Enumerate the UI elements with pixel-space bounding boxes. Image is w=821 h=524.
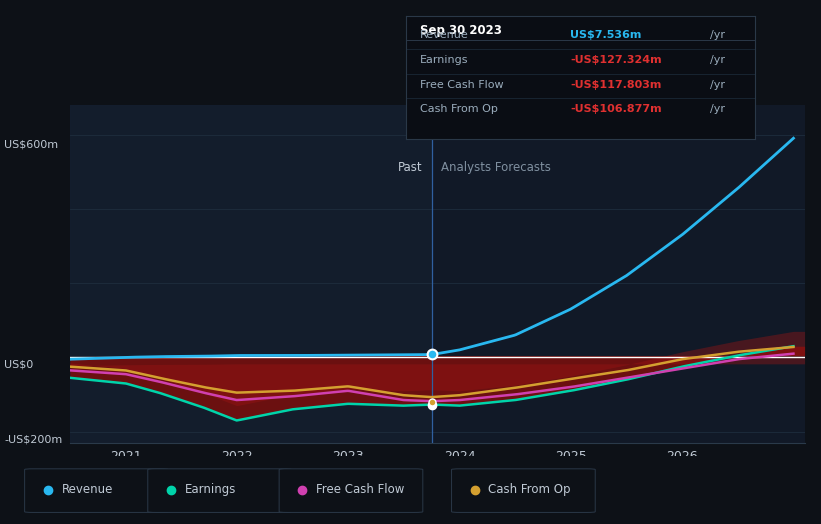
Text: -US$127.324m: -US$127.324m [571, 55, 662, 65]
Text: /yr: /yr [710, 30, 725, 40]
Text: /yr: /yr [710, 80, 725, 90]
Text: Revenue: Revenue [420, 30, 469, 40]
Text: -US$106.877m: -US$106.877m [571, 104, 662, 114]
FancyBboxPatch shape [452, 469, 595, 512]
Text: Sep 30 2023: Sep 30 2023 [420, 24, 502, 37]
FancyBboxPatch shape [279, 469, 423, 512]
Text: -US$200m: -US$200m [4, 434, 62, 444]
Text: Free Cash Flow: Free Cash Flow [316, 484, 405, 496]
FancyBboxPatch shape [25, 469, 168, 512]
Text: Cash From Op: Cash From Op [488, 484, 571, 496]
Text: /yr: /yr [710, 104, 725, 114]
Bar [70, 105, 432, 443]
Text: Cash From Op: Cash From Op [420, 104, 498, 114]
Text: US$600m: US$600m [4, 140, 58, 150]
Text: US$7.536m: US$7.536m [571, 30, 642, 40]
Text: Free Cash Flow: Free Cash Flow [420, 80, 504, 90]
Text: Earnings: Earnings [420, 55, 469, 65]
Text: Earnings: Earnings [185, 484, 236, 496]
Text: -US$117.803m: -US$117.803m [571, 80, 662, 90]
Text: US$0: US$0 [4, 360, 34, 370]
Text: Revenue: Revenue [62, 484, 113, 496]
Text: Past: Past [398, 160, 423, 173]
Text: Analysts Forecasts: Analysts Forecasts [441, 160, 550, 173]
Text: /yr: /yr [710, 55, 725, 65]
FancyBboxPatch shape [148, 469, 291, 512]
